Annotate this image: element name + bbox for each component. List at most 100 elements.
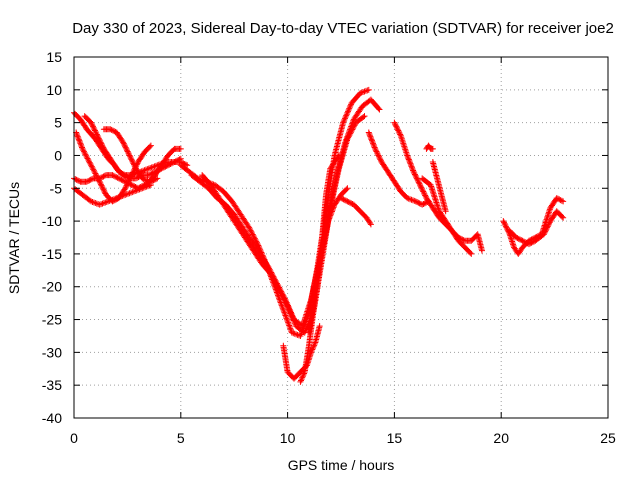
data-point (105, 198, 112, 205)
data-point (299, 374, 306, 381)
series-arc-15 (419, 175, 475, 257)
data-point (325, 216, 332, 223)
data-point (110, 172, 117, 179)
data-point (103, 198, 110, 205)
data-point (130, 188, 137, 195)
data-point (288, 311, 295, 318)
data-point (345, 199, 352, 206)
data-point (252, 236, 259, 243)
data-point (329, 205, 336, 212)
data-point (299, 373, 306, 380)
data-point (134, 174, 141, 181)
data-point (127, 153, 134, 160)
data-point (357, 90, 364, 97)
data-point (86, 159, 93, 166)
data-point (270, 276, 277, 283)
data-point (365, 129, 372, 136)
data-point (347, 129, 354, 136)
data-point (147, 165, 154, 172)
data-point (129, 182, 136, 189)
y-tick-label: -35 (42, 377, 62, 393)
data-point (273, 282, 280, 289)
data-point (442, 208, 449, 215)
data-point (342, 114, 349, 121)
data-point (373, 148, 380, 155)
data-point (405, 156, 412, 163)
axis-ticks (73, 56, 609, 419)
data-point (285, 306, 292, 313)
y-tick-label: 10 (46, 82, 62, 98)
data-point (114, 174, 121, 181)
data-point (278, 292, 285, 299)
data-point (122, 178, 129, 185)
data-point (412, 172, 419, 179)
data-point (418, 185, 425, 192)
data-point (284, 318, 291, 325)
data-point (285, 321, 292, 328)
data-point (79, 145, 86, 152)
data-point (125, 151, 132, 158)
data-point (268, 271, 275, 278)
data-point (110, 196, 117, 203)
data-point (251, 234, 258, 241)
data-point (109, 172, 116, 179)
data-point (88, 176, 95, 183)
data-point (558, 197, 565, 204)
data-point (85, 158, 92, 165)
data-point (122, 173, 129, 180)
data-point (345, 108, 352, 115)
data-point (131, 161, 138, 168)
data-point (271, 277, 278, 284)
data-point (132, 175, 139, 182)
data-point (117, 193, 124, 200)
data-point (89, 198, 96, 205)
data-point (88, 119, 95, 126)
data-point (392, 120, 399, 127)
data-point (279, 305, 286, 312)
data-point (76, 137, 83, 144)
data-point (83, 152, 90, 159)
data-point (407, 162, 414, 169)
series-arc-17 (423, 142, 436, 152)
data-point (502, 222, 509, 229)
data-point (122, 143, 129, 150)
data-point (141, 176, 148, 183)
data-point (100, 186, 107, 193)
data-point (145, 165, 152, 172)
data-point (407, 160, 414, 167)
data-point (131, 162, 138, 169)
data-point (106, 197, 113, 204)
y-tick-label: -20 (42, 279, 62, 295)
data-point (143, 183, 150, 190)
gridlines (74, 57, 608, 418)
data-point (140, 184, 147, 191)
data-point (344, 109, 351, 116)
data-point (92, 200, 99, 207)
data-point (406, 159, 413, 166)
data-point (280, 295, 287, 302)
data-point (273, 281, 280, 288)
data-point (413, 174, 420, 181)
data-point (126, 190, 133, 197)
data-point (88, 120, 95, 127)
data-point (122, 183, 129, 190)
data-point (522, 239, 529, 246)
data-point (117, 176, 124, 183)
data-point (286, 307, 293, 314)
data-point (347, 102, 354, 109)
data-point (377, 157, 384, 164)
data-point (91, 127, 98, 134)
data-point (123, 147, 130, 154)
data-point (429, 145, 436, 152)
data-point (404, 195, 411, 202)
series-arc-14 (391, 119, 485, 254)
data-point (246, 224, 253, 231)
data-point (542, 227, 549, 234)
y-axis-label: SDTVAR / TECUs (6, 182, 22, 294)
data-point (374, 149, 381, 156)
data-point (286, 323, 293, 330)
data-point (97, 138, 104, 145)
data-point (331, 203, 338, 210)
data-point (374, 151, 381, 158)
data-point (366, 132, 373, 139)
